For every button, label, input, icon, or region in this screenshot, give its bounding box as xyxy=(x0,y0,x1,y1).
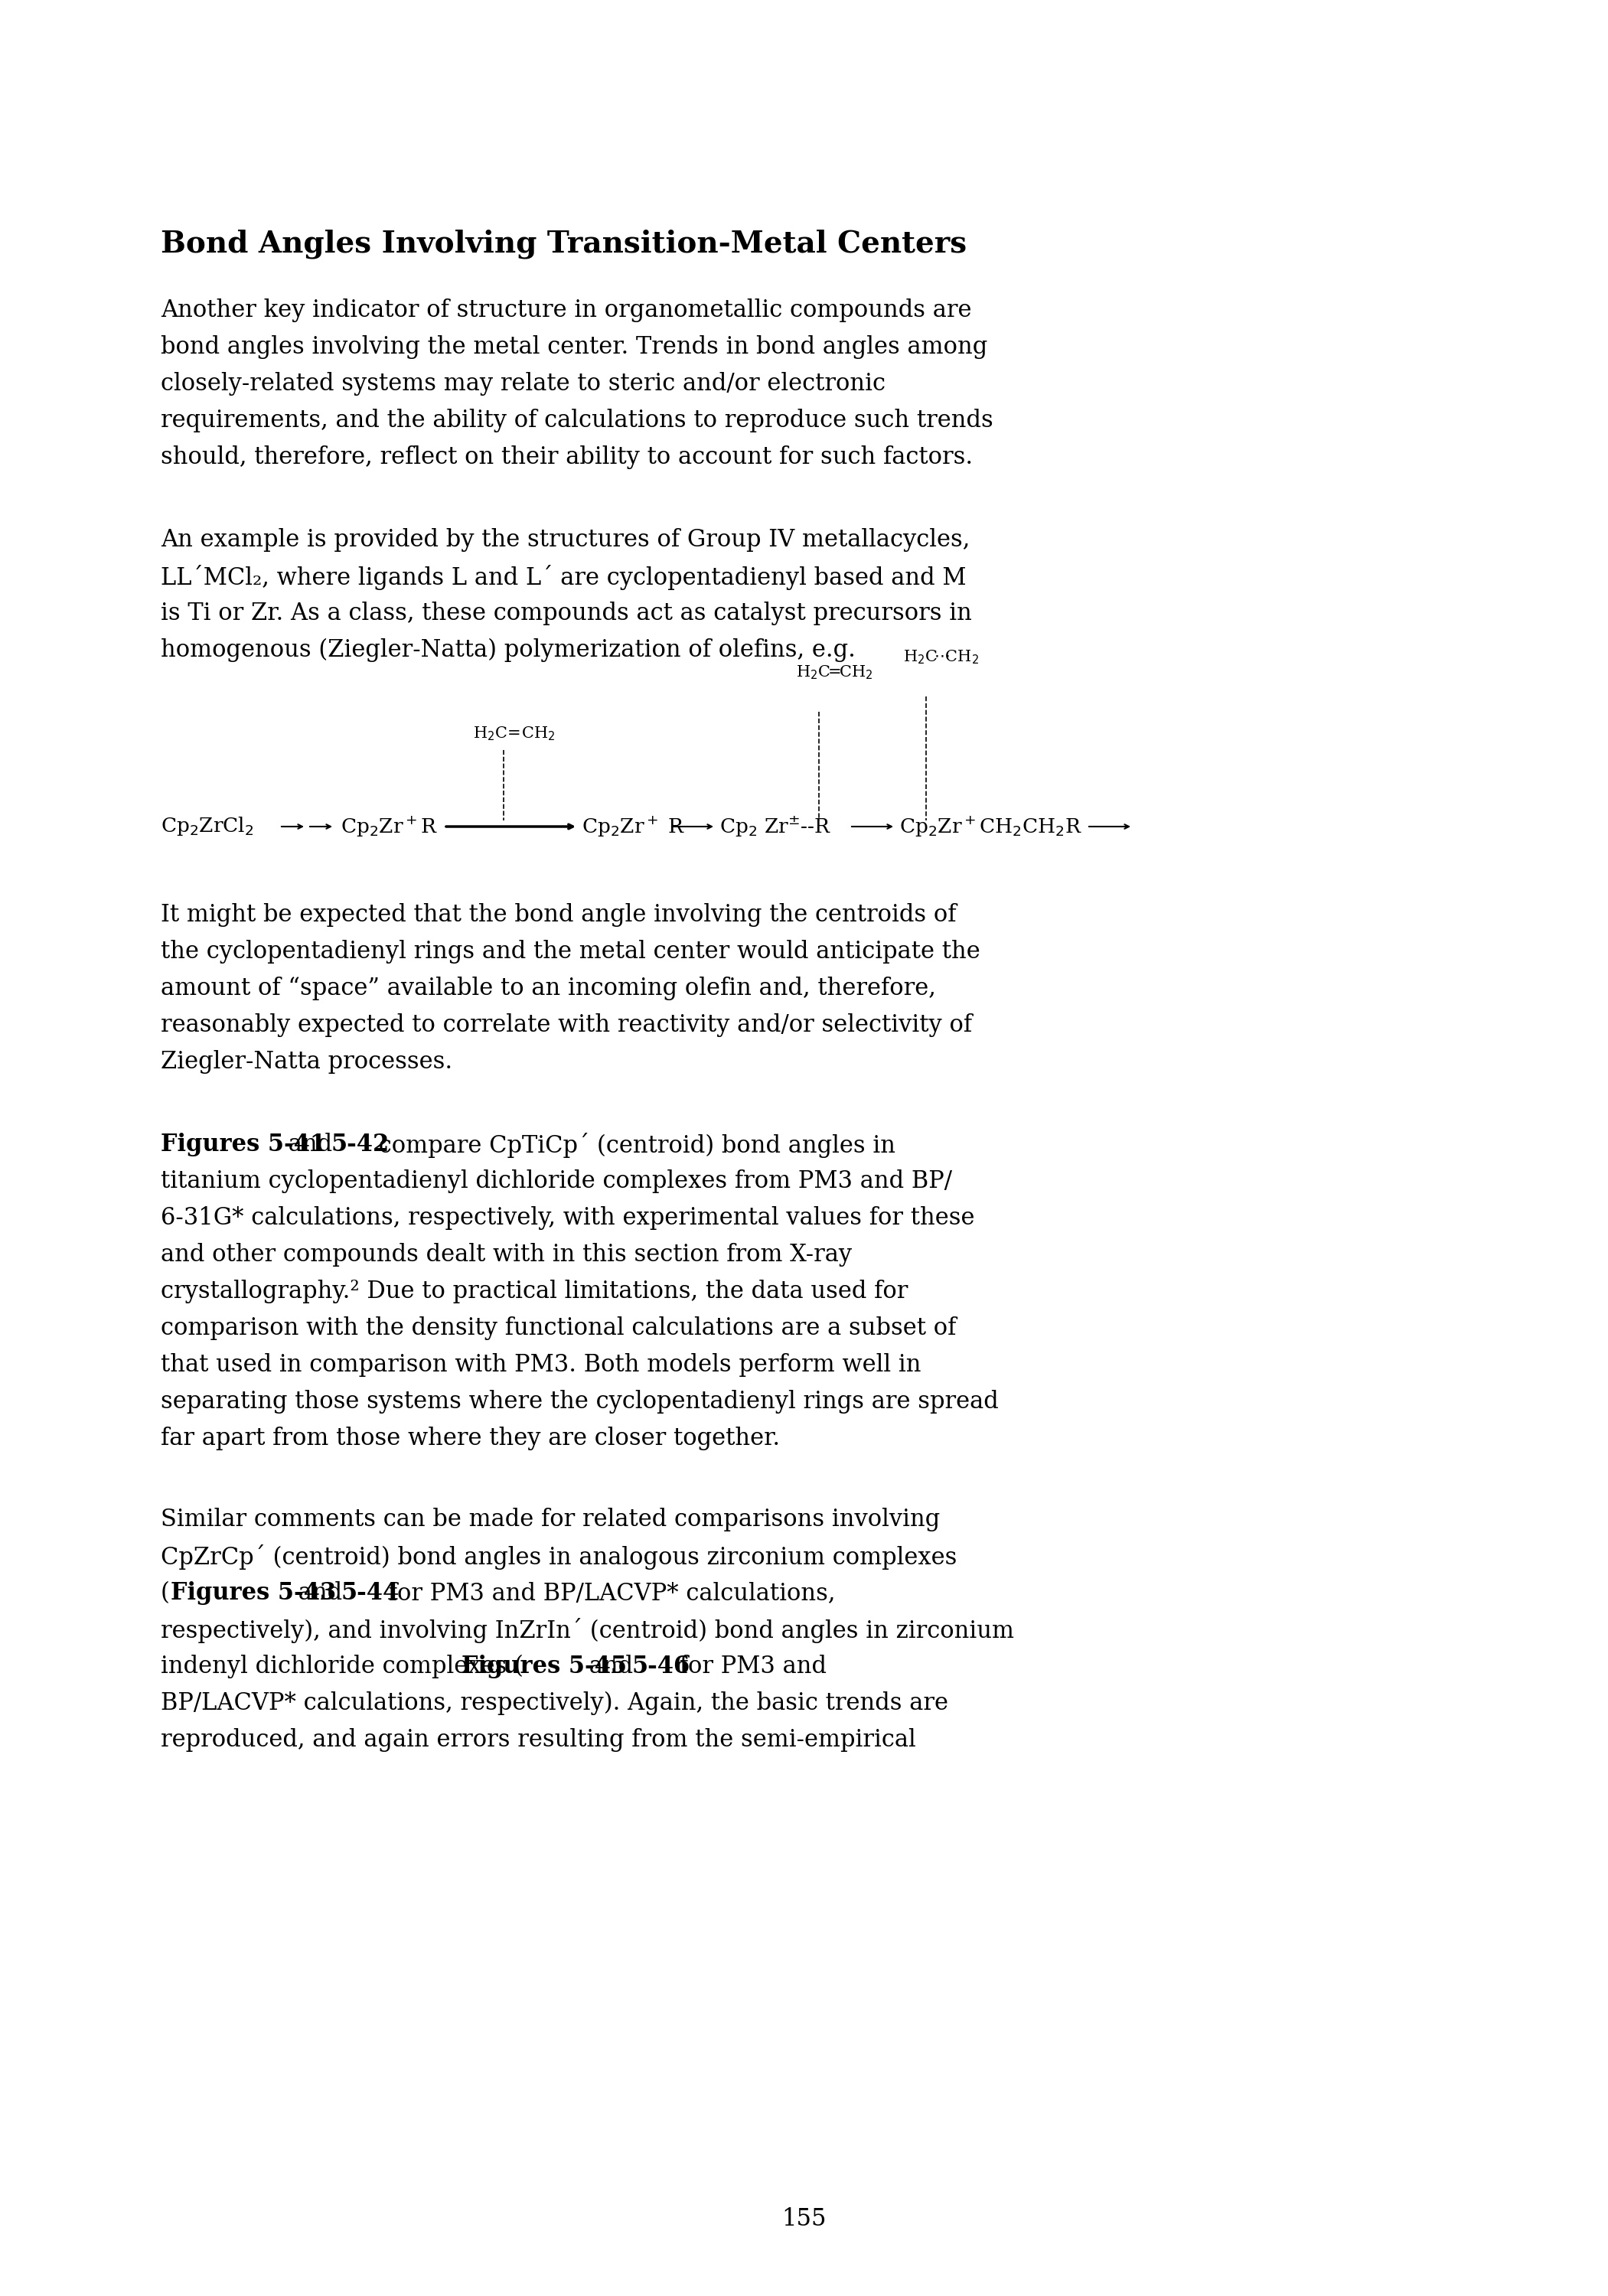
Text: and: and xyxy=(582,1655,640,1678)
Text: Figures 5-45: Figures 5-45 xyxy=(461,1655,627,1678)
Text: It might be expected that the bond angle involving the centroids of: It might be expected that the bond angle… xyxy=(161,902,957,928)
Text: LL´MCl₂, where ligands L and L´ are cyclopentadienyl based and M: LL´MCl₂, where ligands L and L´ are cycl… xyxy=(161,565,966,590)
Text: titanium cyclopentadienyl dichloride complexes from PM3 and BP/: titanium cyclopentadienyl dichloride com… xyxy=(161,1169,952,1194)
Text: 155: 155 xyxy=(781,2209,827,2232)
Text: should, therefore, reflect on their ability to account for such factors.: should, therefore, reflect on their abil… xyxy=(161,445,973,468)
Text: H$_2$C$\!\cdots\!\!$CH$_2$: H$_2$C$\!\cdots\!\!$CH$_2$ xyxy=(904,647,979,666)
Text: Another key indicator of structure in organometallic compounds are: Another key indicator of structure in or… xyxy=(161,298,971,321)
Text: H$_2$C$\!=\!$CH$_2$: H$_2$C$\!=\!$CH$_2$ xyxy=(473,726,555,742)
Text: Figures 5-43: Figures 5-43 xyxy=(170,1582,336,1605)
Text: homogenous (Ziegler-Natta) polymerization of olefins, e.g.: homogenous (Ziegler-Natta) polymerizatio… xyxy=(161,638,855,661)
Text: Similar comments can be made for related comparisons involving: Similar comments can be made for related… xyxy=(161,1508,941,1531)
Text: for PM3 and: for PM3 and xyxy=(672,1655,827,1678)
Text: Cp$_2$Zr$^+$CH$_2$CH$_2$R: Cp$_2$Zr$^+$CH$_2$CH$_2$R xyxy=(899,815,1082,838)
Text: Bond Angles Involving Transition-Metal Centers: Bond Angles Involving Transition-Metal C… xyxy=(161,230,966,259)
Text: 6-31G* calculations, respectively, with experimental values for these: 6-31G* calculations, respectively, with … xyxy=(161,1205,974,1231)
Text: 5-44: 5-44 xyxy=(341,1582,399,1605)
Text: 5-42: 5-42 xyxy=(331,1132,389,1157)
Text: 5-46: 5-46 xyxy=(632,1655,690,1678)
Text: is Ti or Zr. As a class, these compounds act as catalyst precursors in: is Ti or Zr. As a class, these compounds… xyxy=(161,602,971,625)
Text: Cp$_2$ Zr$^{\pm}$--R: Cp$_2$ Zr$^{\pm}$--R xyxy=(719,815,831,838)
Text: comparison with the density functional calculations are a subset of: comparison with the density functional c… xyxy=(161,1316,957,1341)
Text: and other compounds dealt with in this section from X-ray: and other compounds dealt with in this s… xyxy=(161,1242,852,1267)
Text: Cp$_2$Zr$^+$ R: Cp$_2$Zr$^+$ R xyxy=(582,815,685,838)
Text: respectively), and involving InZrIn´ (centroid) bond angles in zirconium: respectively), and involving InZrIn´ (ce… xyxy=(161,1619,1015,1644)
Text: BP/LACVP* calculations, respectively). Again, the basic trends are: BP/LACVP* calculations, respectively). A… xyxy=(161,1692,949,1715)
Text: separating those systems where the cyclopentadienyl rings are spread: separating those systems where the cyclo… xyxy=(161,1389,999,1414)
Text: Cp$_2$Zr$^+$R: Cp$_2$Zr$^+$R xyxy=(341,815,437,838)
Text: reproduced, and again errors resulting from the semi-empirical: reproduced, and again errors resulting f… xyxy=(161,1729,917,1752)
Text: CpZrCp´ (centroid) bond angles in analogous zirconium complexes: CpZrCp´ (centroid) bond angles in analog… xyxy=(161,1545,957,1570)
Text: bond angles involving the metal center. Trends in bond angles among: bond angles involving the metal center. … xyxy=(161,335,987,358)
Text: and: and xyxy=(291,1582,351,1605)
Text: Ziegler-Natta processes.: Ziegler-Natta processes. xyxy=(161,1049,452,1075)
Text: reasonably expected to correlate with reactivity and/or selectivity of: reasonably expected to correlate with re… xyxy=(161,1013,973,1038)
Text: closely-related systems may relate to steric and/or electronic: closely-related systems may relate to st… xyxy=(161,372,886,395)
Text: that used in comparison with PM3. Both models perform well in: that used in comparison with PM3. Both m… xyxy=(161,1352,921,1378)
Text: (: ( xyxy=(161,1582,170,1605)
Text: indenyl dichloride complexes (: indenyl dichloride complexes ( xyxy=(161,1655,523,1678)
Text: An example is provided by the structures of Group IV metallacycles,: An example is provided by the structures… xyxy=(161,528,970,551)
Text: Figures 5-41: Figures 5-41 xyxy=(161,1132,326,1157)
Text: requirements, and the ability of calculations to reproduce such trends: requirements, and the ability of calcula… xyxy=(161,409,994,432)
Text: far apart from those where they are closer together.: far apart from those where they are clos… xyxy=(161,1426,780,1451)
Text: compare CpTiCp´ (centroid) bond angles in: compare CpTiCp´ (centroid) bond angles i… xyxy=(371,1132,896,1157)
Text: the cyclopentadienyl rings and the metal center would anticipate the: the cyclopentadienyl rings and the metal… xyxy=(161,939,981,964)
Text: and: and xyxy=(281,1132,339,1157)
Text: amount of “space” available to an incoming olefin and, therefore,: amount of “space” available to an incomi… xyxy=(161,976,936,1001)
Text: H$_2$C$\!\!=\!\!$CH$_2$: H$_2$C$\!\!=\!\!$CH$_2$ xyxy=(796,664,873,682)
Text: Cp$_2$ZrCl$_2$: Cp$_2$ZrCl$_2$ xyxy=(161,815,254,838)
Text: for PM3 and BP/LACVP* calculations,: for PM3 and BP/LACVP* calculations, xyxy=(381,1582,836,1605)
Text: crystallography.² Due to practical limitations, the data used for: crystallography.² Due to practical limit… xyxy=(161,1279,909,1304)
